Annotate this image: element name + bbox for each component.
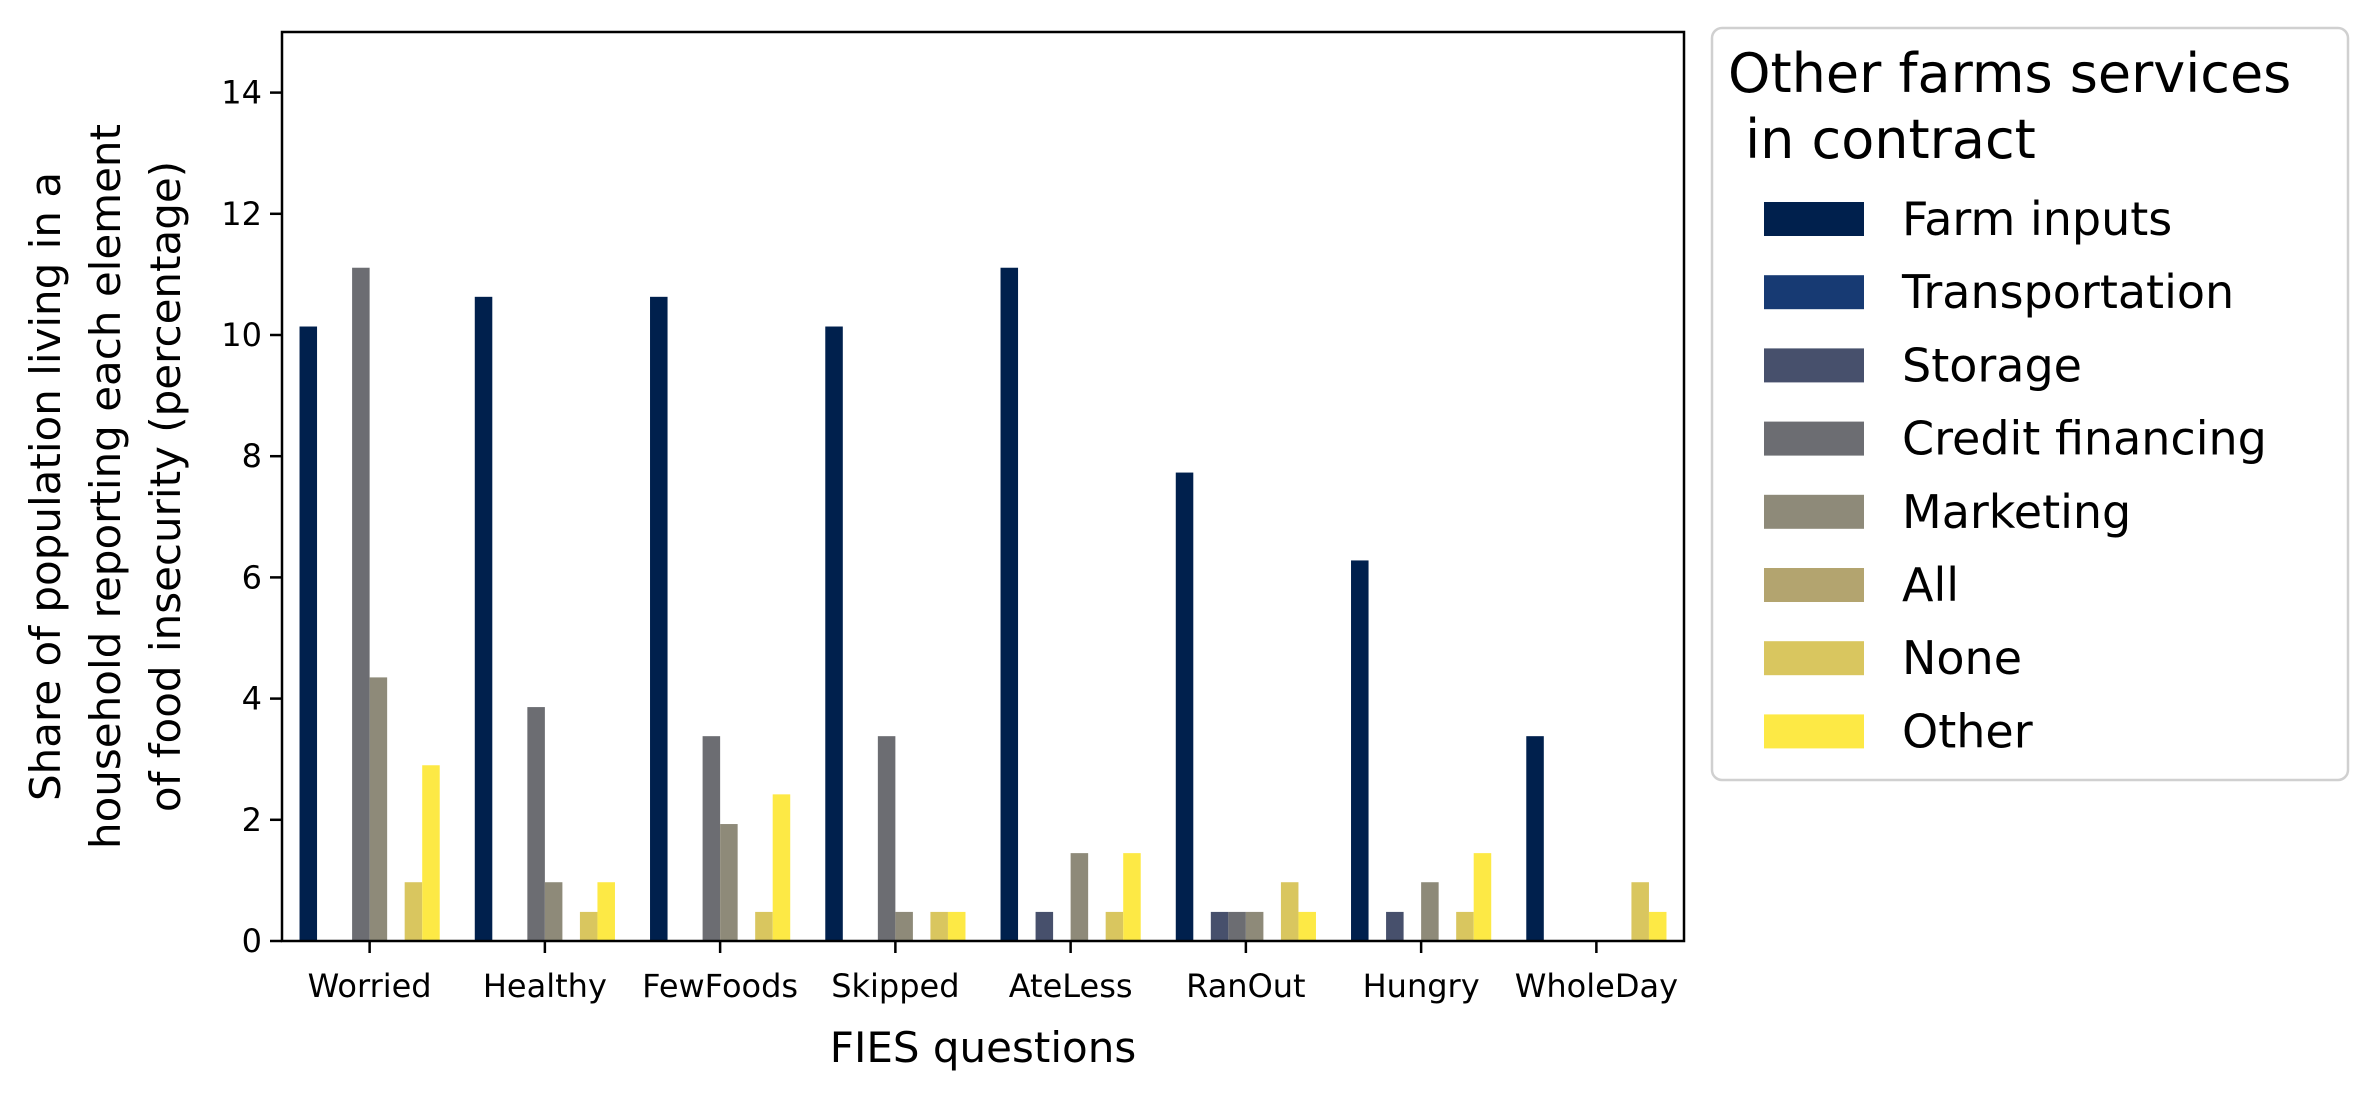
x-tick-label-skipped: Skipped <box>831 967 959 1005</box>
y-tick-label: 0 <box>242 922 262 960</box>
x-tick-label-ateless: AteLess <box>1009 967 1133 1005</box>
y-axis-title-line-2: household reporting each element <box>81 124 130 849</box>
x-axis-title: FIES questions <box>830 1023 1136 1072</box>
bar-skipped-credit-financing <box>877 736 896 941</box>
bar-ranout-farm-inputs <box>1175 472 1194 941</box>
bar-ranout-storage <box>1210 911 1229 941</box>
legend-label-storage: Storage <box>1902 338 2082 392</box>
bar-ateless-farm-inputs <box>1000 267 1019 941</box>
legend-label-credit-financing: Credit financing <box>1902 412 2267 466</box>
bar-skipped-other <box>947 911 966 941</box>
bar-worried-other <box>422 765 440 941</box>
y-axis-title-line-1: Share of population living in a <box>21 172 70 801</box>
x-tick-label-wholeday: WholeDay <box>1515 967 1678 1005</box>
bar-fewfoods-credit-financing <box>702 736 721 941</box>
legend-swatch-none <box>1764 641 1864 676</box>
bar-skipped-none <box>930 911 948 941</box>
bar-ranout-none <box>1280 882 1299 941</box>
bar-healthy-none <box>579 911 598 941</box>
legend-title-line-1: Other farms services <box>1728 42 2291 105</box>
bar-worried-farm-inputs <box>299 326 318 941</box>
bar-fewfoods-farm-inputs <box>650 296 668 941</box>
bar-hungry-marketing <box>1421 882 1439 941</box>
bar-healthy-credit-financing <box>527 707 545 941</box>
y-tick-label: 4 <box>242 680 262 718</box>
legend-label-marketing: Marketing <box>1902 485 2131 539</box>
bar-ateless-storage <box>1035 911 1054 941</box>
bar-hungry-none <box>1456 911 1474 941</box>
legend-swatch-all <box>1764 568 1864 602</box>
bar-ranout-other <box>1298 911 1316 941</box>
bar-fewfoods-other <box>772 794 791 941</box>
bar-ateless-marketing <box>1070 853 1089 941</box>
bar-skipped-farm-inputs <box>825 326 843 941</box>
y-axis: 0 2 4 6 8 10 12 14 <box>221 74 282 960</box>
legend-box <box>1710 26 2350 782</box>
legend: Other farms services in contract Farm inp… <box>1710 26 2350 782</box>
bar-worried-none <box>404 882 423 941</box>
bar-ranout-marketing <box>1245 911 1264 941</box>
plot-frame <box>280 30 1686 943</box>
y-axis-title: Share of population living in a household… <box>21 124 190 849</box>
y-tick-label: 6 <box>242 558 262 596</box>
bar-fewfoods-marketing <box>720 824 738 941</box>
bars-layer <box>299 267 1667 941</box>
bar-wholeday-other <box>1648 911 1667 941</box>
bar-skipped-marketing <box>895 911 913 941</box>
bar-hungry-storage <box>1386 911 1404 941</box>
bar-ateless-none <box>1105 911 1124 941</box>
x-tick-label-hungry: Hungry <box>1363 967 1480 1005</box>
bar-ateless-other <box>1123 853 1141 941</box>
legend-title-line-2: in contract <box>1728 108 2036 171</box>
y-tick-label: 8 <box>242 437 262 475</box>
legend-swatch-marketing <box>1764 494 1864 529</box>
y-tick-label: 2 <box>242 801 262 839</box>
bar-hungry-other <box>1473 853 1492 941</box>
x-tick-label-fewfoods: FewFoods <box>642 967 798 1005</box>
y-axis-title-line-3: of food insecurity (percentage) <box>141 161 190 812</box>
legend-label-transportation: Transportation <box>1901 265 2234 319</box>
legend-swatch-transportation <box>1764 275 1864 310</box>
legend-label-farm-inputs: Farm inputs <box>1902 192 2172 246</box>
bar-healthy-farm-inputs <box>474 296 493 941</box>
bar-wholeday-farm-inputs <box>1526 736 1544 941</box>
bar-healthy-other <box>597 882 615 941</box>
x-tick-label-ranout: RanOut <box>1186 967 1305 1005</box>
bar-ranout-credit-financing <box>1228 911 1246 941</box>
x-axis: Worried Healthy FewFoods Skipped AteLess RanO… <box>308 941 1678 1005</box>
bar-worried-marketing <box>369 677 388 941</box>
x-tick-label-healthy: Healthy <box>483 967 607 1005</box>
bar-hungry-farm-inputs <box>1351 560 1369 941</box>
y-tick-label: 14 <box>221 74 262 112</box>
bar-fewfoods-none <box>755 911 773 941</box>
legend-swatch-other <box>1764 714 1864 749</box>
legend-swatch-farm-inputs <box>1764 202 1864 236</box>
bar-healthy-marketing <box>544 882 563 941</box>
y-tick-label: 10 <box>221 316 262 354</box>
legend-label-none: None <box>1902 631 2022 685</box>
x-tick-label-worried: Worried <box>308 967 432 1005</box>
y-tick-label: 12 <box>221 195 262 233</box>
legend-swatch-credit-financing <box>1764 421 1864 456</box>
legend-label-other: Other <box>1902 704 2033 758</box>
bar-worried-credit-financing <box>352 267 370 941</box>
bar-wholeday-none <box>1631 882 1649 941</box>
legend-label-all: All <box>1902 558 1959 612</box>
legend-swatch-storage <box>1764 348 1864 383</box>
